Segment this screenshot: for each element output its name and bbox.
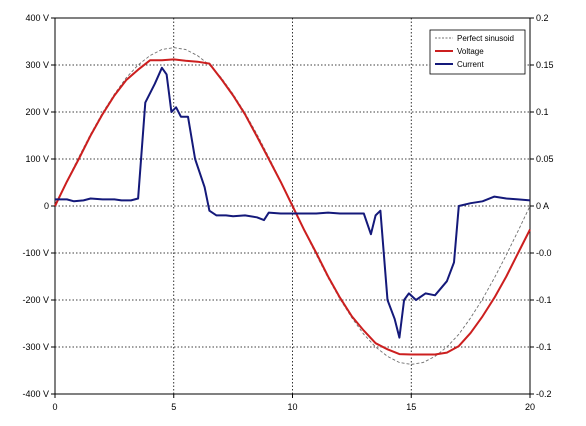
- y-tick-label: -100 V: [22, 248, 49, 258]
- legend-label: Current: [457, 60, 484, 69]
- x-tick-label: 5: [171, 402, 176, 412]
- y2-tick-label: -0.1: [536, 342, 552, 352]
- y2-tick-label: 0 A: [536, 201, 549, 211]
- legend: Perfect sinusoid Voltage Current: [429, 29, 526, 75]
- y-tick-label: 0: [44, 201, 49, 211]
- legend-label: Voltage: [457, 47, 484, 56]
- y2-tick-label: 0.15: [536, 60, 554, 70]
- x-tick-label: 0: [52, 402, 57, 412]
- x-tick-label: 10: [287, 402, 297, 412]
- series-line-perfect-sinusoid: [54, 47, 531, 365]
- series-line-voltage: [54, 58, 531, 356]
- y2-tick-label: -0.0: [536, 248, 552, 258]
- x-tick-label: 20: [525, 402, 535, 412]
- y2-tick-label: 0.2: [536, 13, 549, 23]
- y2-tick-label: -0.2: [536, 389, 552, 399]
- series-line-current: [55, 66, 531, 339]
- y2-tick-label: -0.1: [536, 295, 552, 305]
- y-tick-label: 100 V: [25, 154, 49, 164]
- y-tick-label: 400 V: [25, 13, 49, 23]
- series-layer: [54, 47, 531, 365]
- y2-tick-label: 0.1: [536, 107, 549, 117]
- y-tick-label: -300 V: [22, 342, 49, 352]
- y-tick-label: 200 V: [25, 107, 49, 117]
- x-tick-label: 15: [406, 402, 416, 412]
- ticks: 400 V 300 V 200 V 100 V 0 -100 V -200 V -300 V -…: [22, 13, 553, 412]
- y2-tick-label: 0.05: [536, 154, 554, 164]
- legend-label: Perfect sinusoid: [457, 34, 514, 43]
- y-tick-label: 300 V: [25, 60, 49, 70]
- y-tick-label: -400 V: [22, 389, 49, 399]
- y-tick-label: -200 V: [22, 295, 49, 305]
